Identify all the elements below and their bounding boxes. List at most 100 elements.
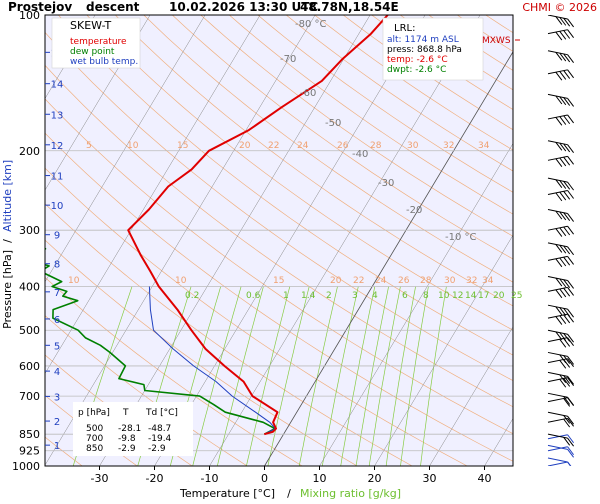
table-header-td: Td [°C] [145,408,178,418]
table-row-1-p: 500 [86,424,103,434]
wind-barb-flag [568,55,574,63]
mix-label-low: 4 [372,291,378,301]
wind-barb [548,434,568,438]
wind-barb-flag [568,98,574,106]
altitude-tick-label: 13 [51,110,64,121]
y-axis-title-separator: / [1,239,14,243]
mix-label-low: 17 [478,291,489,301]
mix-label-low: 6 [402,291,408,301]
altitude-tick-label: 7 [54,288,60,299]
legend-item-temperature: temperature [70,37,127,47]
mix-label-upper: 24 [297,141,309,151]
lrl-alt: alt: 1174 m ASL [387,35,459,45]
mix-label-mid: 15 [273,276,284,286]
mix-label-upper: 22 [268,141,279,151]
wind-barbs-panel [548,15,574,470]
isotherm-label: -20 [406,205,422,216]
copyright: CHMI © 2026 [522,1,597,14]
mix-label-low: 25 [511,291,522,301]
isotherm-label: -50 [325,118,341,129]
pressure-tick-label: 400 [19,281,40,294]
mix-label-low: 1.4 [301,291,316,301]
mix-label-mid: 30 [444,276,456,286]
wind-barb-flag [568,182,574,190]
mix-label-low: 14 [465,291,477,301]
mix-label-low: 0.2 [185,291,199,301]
isotherm-label: -60 [300,88,316,99]
table-row-2-t: -9.8 [118,434,136,444]
pressure-tick-label: 600 [19,360,40,373]
lrl-dwpt: dwpt: -2.6 °C [387,65,446,75]
mix-label-upper: 26 [337,141,349,151]
altitude-tick-label: 6 [54,315,60,326]
pressure-tick-label: 850 [19,428,40,441]
altitude-tick-label: 9 [54,231,60,242]
wind-barb-flag [564,280,570,288]
mix-label-upper: 34 [478,141,490,151]
mix-label-mid: 10 [175,276,187,286]
wind-barb-flag [564,144,570,152]
wind-barb-flag [564,18,570,26]
dry-adiabat-line [571,15,600,466]
mix-label-mid: 10 [68,276,80,286]
x-tick-label: 20 [368,472,382,485]
mix-label-upper: 10 [127,141,139,151]
mix-label-low: 20 [493,291,505,301]
table-header-p: p [hPa] [78,408,110,418]
lrl-press: press: 868.8 hPa [387,45,462,55]
wind-barb [548,412,568,416]
mix-label-mid: 32 [466,276,477,286]
mix-label-upper: 28 [370,141,382,151]
wind-barb-flag [564,213,570,221]
wind-barb-flag [564,437,570,445]
dry-adiabat-line [514,15,600,466]
title-station: Prostejov [8,0,72,14]
mix-label-mid: 20 [330,276,342,286]
x-tick-label: -10 [201,472,219,485]
plot-background [45,15,513,466]
mix-label-low: 10 [438,291,450,301]
x-tick-label: 40 [478,472,492,485]
mix-label-upper: 5 [86,141,92,151]
altitude-tick-label: 1 [54,441,60,452]
altitude-tick-label: 5 [54,341,60,352]
y-axis-title-pressure: Pressure [hPa] [1,250,14,329]
x-tick-label: 0 [261,472,268,485]
x-axis-title-temperature: Temperature [°C] [179,487,275,500]
wind-barb [548,458,568,462]
wind-barb-flag [568,19,574,27]
wind-barb [548,462,568,466]
altitude-tick-label: 8 [54,260,60,271]
lrl-info: LRL: alt: 1174 m ASL press: 868.8 hPa te… [383,18,483,80]
wind-barb [548,352,568,356]
x-tick-label: 10 [313,472,327,485]
x-tick-label: -30 [91,472,109,485]
mix-label-low: 2 [326,291,332,301]
table-row-1-t: -28.1 [118,424,141,434]
title-mode: descent [86,0,140,14]
legend-item-dewpoint: dew point [70,47,115,57]
mix-label-low: 0.6 [246,291,261,301]
table-row-3-t: -2.9 [118,444,136,454]
wind-barb-flag [568,247,574,255]
wind-barb-flag [568,280,574,288]
dry-adiabat-line [543,15,600,466]
isotherm-label: -30 [378,178,394,189]
wind-barb-flag [564,246,570,254]
lrl-temp: temp: -2.6 °C [387,55,448,65]
legend-title: SKEW-T [70,19,112,32]
title-coords: 48.78N,18.54E [300,0,399,14]
x-tick-label: -20 [146,472,164,485]
mix-label-low: 3 [352,291,358,301]
y-axis-title-altitude: Altitude [km] [1,160,14,232]
wind-barb-flag [568,462,574,470]
legend: SKEW-T temperature dew point wet bulb te… [52,18,140,68]
pressure-tick-label: 200 [19,145,40,158]
mix-label-mid: 34 [482,276,494,286]
isotherm-label: -70 [280,54,296,65]
table-row-3-p: 850 [86,444,103,454]
isotherm-label: -10 °C [445,232,477,243]
wind-barb-flag [568,376,574,384]
pressure-tick-label: 700 [19,390,40,403]
